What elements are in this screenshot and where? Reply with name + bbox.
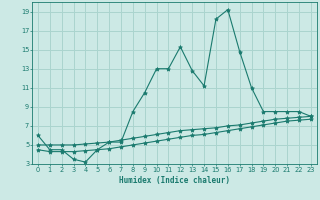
X-axis label: Humidex (Indice chaleur): Humidex (Indice chaleur)	[119, 176, 230, 185]
